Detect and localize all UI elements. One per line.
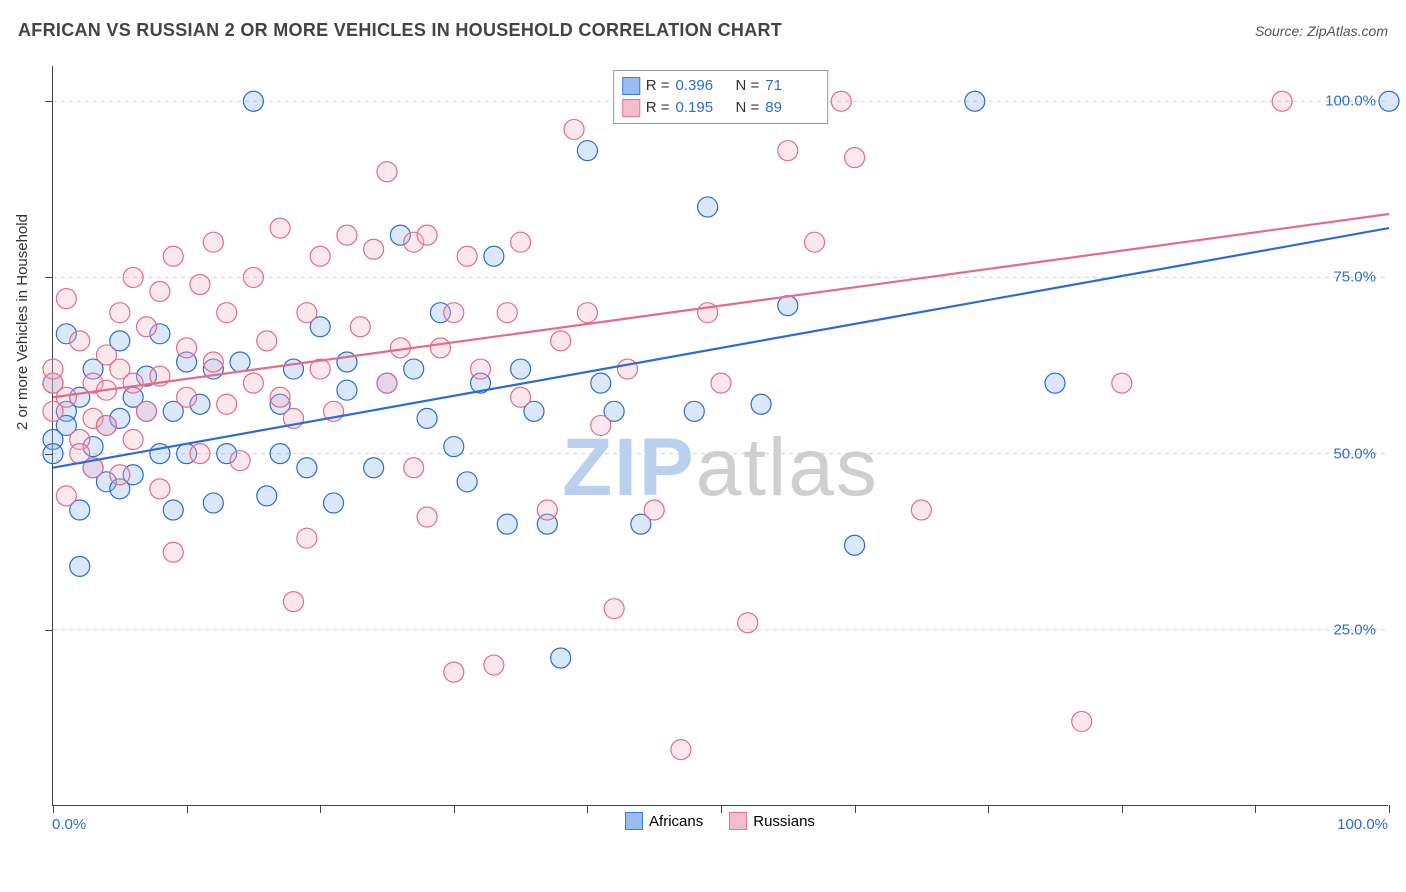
trend-layer [53,66,1388,805]
legend-item-africans: Africans [625,812,703,830]
chart-title: AFRICAN VS RUSSIAN 2 OR MORE VEHICLES IN… [18,20,782,41]
y-tick-label: 75.0% [1333,269,1376,286]
stats-row-russians: R = 0.195 N = 89 [622,97,820,119]
n-value-africans: 71 [765,75,811,97]
source-attribution: Source: ZipAtlas.com [1255,23,1388,39]
legend-label-russians: Russians [753,813,815,830]
r-label: R = [646,75,670,97]
plot-area: ZIPatlas 25.0%50.0%75.0%100.0% R = 0.396… [52,66,1388,806]
r-value-russians: 0.195 [676,97,722,119]
y-tick-label: 50.0% [1333,445,1376,462]
legend-item-russians: Russians [729,812,815,830]
r-label-b: R = [646,97,670,119]
swatch-africans-icon [625,812,643,830]
swatch-russians-icon [729,812,747,830]
y-tick-label: 100.0% [1325,93,1376,110]
y-tick-label: 25.0% [1333,621,1376,638]
y-axis-label: 2 or more Vehicles in Household [14,214,31,430]
legend-label-africans: Africans [649,813,703,830]
n-value-russians: 89 [765,97,811,119]
stats-row-africans: R = 0.396 N = 71 [622,75,820,97]
swatch-russians [622,99,640,117]
trend-line-russians [53,214,1389,397]
header-bar: AFRICAN VS RUSSIAN 2 OR MORE VEHICLES IN… [18,20,1388,41]
source-name: ZipAtlas.com [1307,23,1388,39]
stats-legend: R = 0.396 N = 71 R = 0.195 N = 89 [613,70,829,124]
r-value-africans: 0.396 [676,75,722,97]
swatch-africans [622,77,640,95]
source-prefix: Source: [1255,23,1303,39]
n-label-b: N = [736,97,760,119]
n-label: N = [736,75,760,97]
series-legend: Africans Russians [52,812,1388,835]
trend-line-africans [53,228,1389,468]
